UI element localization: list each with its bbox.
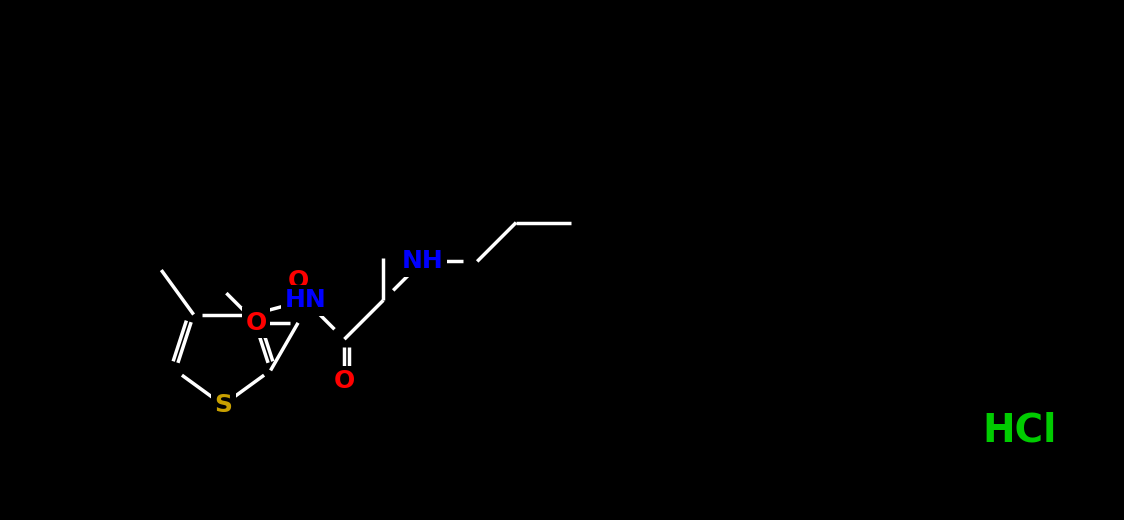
Text: HCl: HCl — [982, 411, 1058, 449]
Text: HN: HN — [284, 288, 326, 313]
Text: O: O — [245, 311, 266, 335]
Text: S: S — [214, 393, 232, 417]
Text: O: O — [288, 269, 309, 293]
Text: O: O — [334, 369, 355, 393]
Text: NH: NH — [401, 250, 443, 274]
